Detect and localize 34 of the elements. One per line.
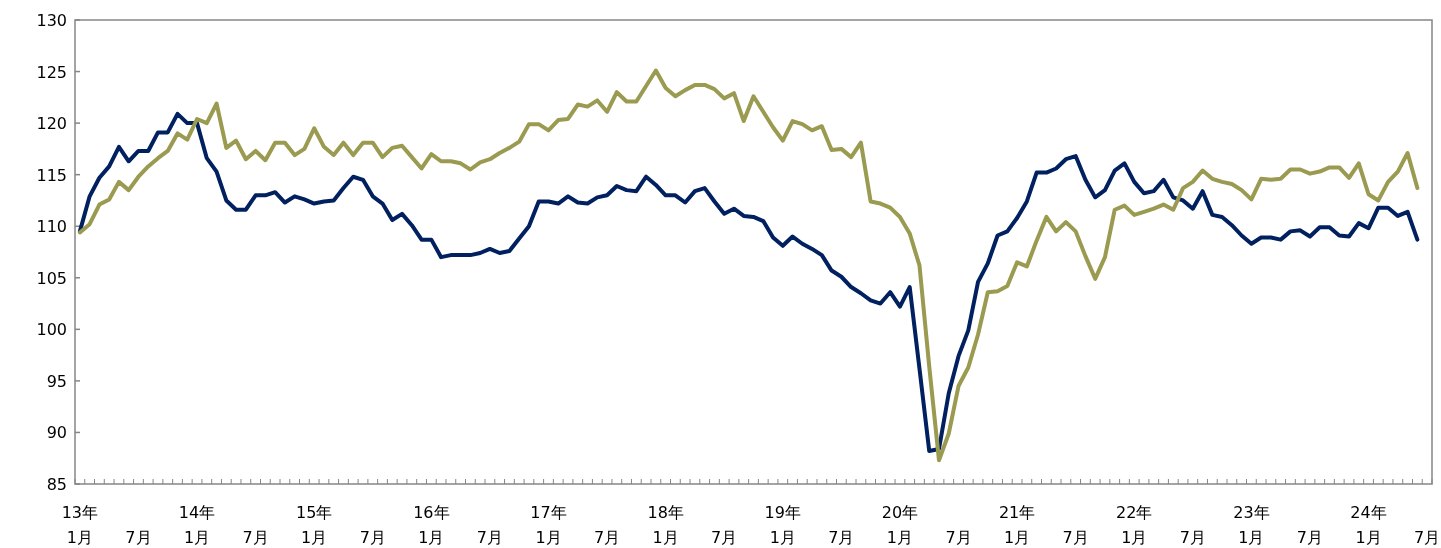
y-tick-label: 95 xyxy=(46,371,67,391)
y-tick-label: 120 xyxy=(36,114,67,134)
y-tick-label: 105 xyxy=(36,268,67,288)
x-tick-label: 21年 1月 xyxy=(998,503,1036,547)
x-tick-label: 20年 1月 xyxy=(881,503,919,547)
x-tick-label: 7月 xyxy=(945,528,972,547)
y-tick-label: 90 xyxy=(46,423,67,443)
y-tick-label: 130 xyxy=(36,11,67,30)
y-tick-label: 125 xyxy=(36,62,67,82)
x-tick-label: 22年 1月 xyxy=(1116,503,1153,547)
x-tick-label: 7月 xyxy=(1062,528,1089,547)
x-tick-label: 7月 xyxy=(593,528,621,547)
x-tick-label: 7月 xyxy=(828,528,855,547)
x-tick-label: 7月 xyxy=(1179,528,1206,547)
y-tick-label: 85 xyxy=(46,475,67,494)
x-tick-label: 17年 1月 xyxy=(530,503,567,547)
x-tick-label: 7月 xyxy=(359,528,386,547)
x-tick-label: 16年 1月 xyxy=(413,503,450,547)
x-tick-label: 14年 1月 xyxy=(178,503,216,547)
x-tick-label: 24年 1月 xyxy=(1350,503,1387,547)
x-tick-label: 15年 1月 xyxy=(296,503,333,547)
y-tick-label: 100 xyxy=(36,320,67,340)
y-tick-label: 110 xyxy=(36,217,67,237)
x-tick-label: 7月 xyxy=(476,528,503,547)
x-tick-label: 7月 xyxy=(711,528,738,547)
x-tick-label: 7月 xyxy=(125,528,152,547)
x-tick-label: 23年 1月 xyxy=(1233,503,1270,547)
y-tick-label: 115 xyxy=(36,165,67,185)
x-tick-label: 13年 1月 xyxy=(61,503,99,547)
x-tick-label: 19年 1月 xyxy=(764,503,801,547)
x-tick-label: 7月 xyxy=(1414,528,1441,547)
x-tick-label: 7月 xyxy=(242,528,269,547)
x-tick-label: 7月 xyxy=(1296,528,1324,547)
x-tick-label: 18年 1月 xyxy=(647,503,684,547)
